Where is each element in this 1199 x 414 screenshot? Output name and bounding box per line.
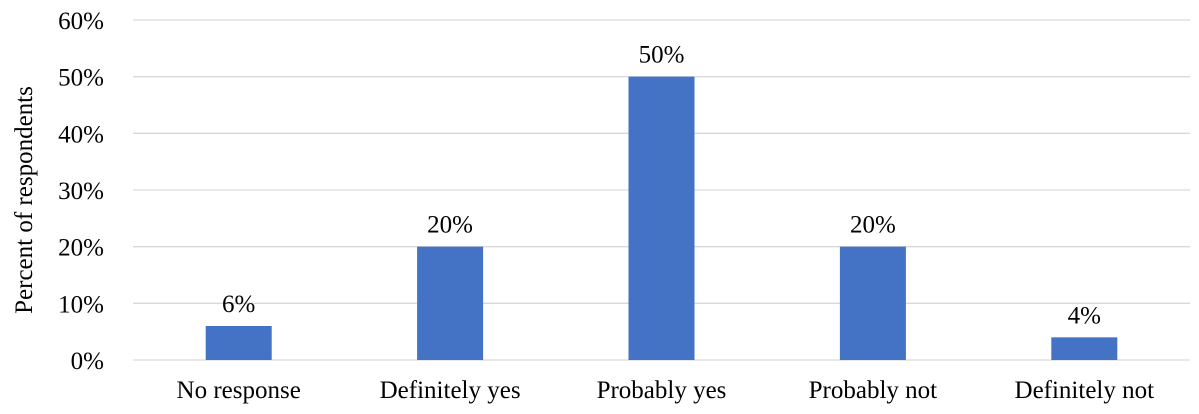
x-category-label: Probably yes <box>597 377 727 404</box>
data-label: 6% <box>222 291 255 318</box>
y-tick-label: 60% <box>58 8 104 35</box>
bar-definitely-not <box>1051 337 1118 360</box>
y-axis-title: Percent of respondents <box>11 86 38 314</box>
data-label: 4% <box>1068 302 1101 329</box>
x-category-label: Probably not <box>809 377 938 404</box>
data-label: 50% <box>639 42 685 69</box>
bar-probably-not <box>839 246 906 360</box>
bar-definitely-yes <box>417 246 484 360</box>
x-category-label: Definitely yes <box>380 377 521 404</box>
data-labels: 6% 20% 50% 20% 4% <box>222 42 1101 330</box>
y-axis-ticks: 0% 10% 20% 30% 40% 50% 60% <box>58 8 104 375</box>
bar-probably-yes <box>628 76 695 361</box>
x-axis-categories: No response Definitely yes Probably yes Pro… <box>177 377 1155 404</box>
y-tick-label: 10% <box>58 291 104 318</box>
y-tick-label: 30% <box>58 178 104 205</box>
y-tick-label: 0% <box>71 348 104 375</box>
data-label: 20% <box>850 212 896 239</box>
data-label: 20% <box>427 212 473 239</box>
bar-no-response <box>205 326 272 360</box>
y-tick-label: 50% <box>58 65 104 92</box>
x-category-label: Definitely not <box>1015 377 1155 404</box>
x-category-label: No response <box>177 377 301 404</box>
bars <box>205 76 1118 361</box>
y-tick-label: 20% <box>58 235 104 262</box>
y-tick-label: 40% <box>58 121 104 148</box>
